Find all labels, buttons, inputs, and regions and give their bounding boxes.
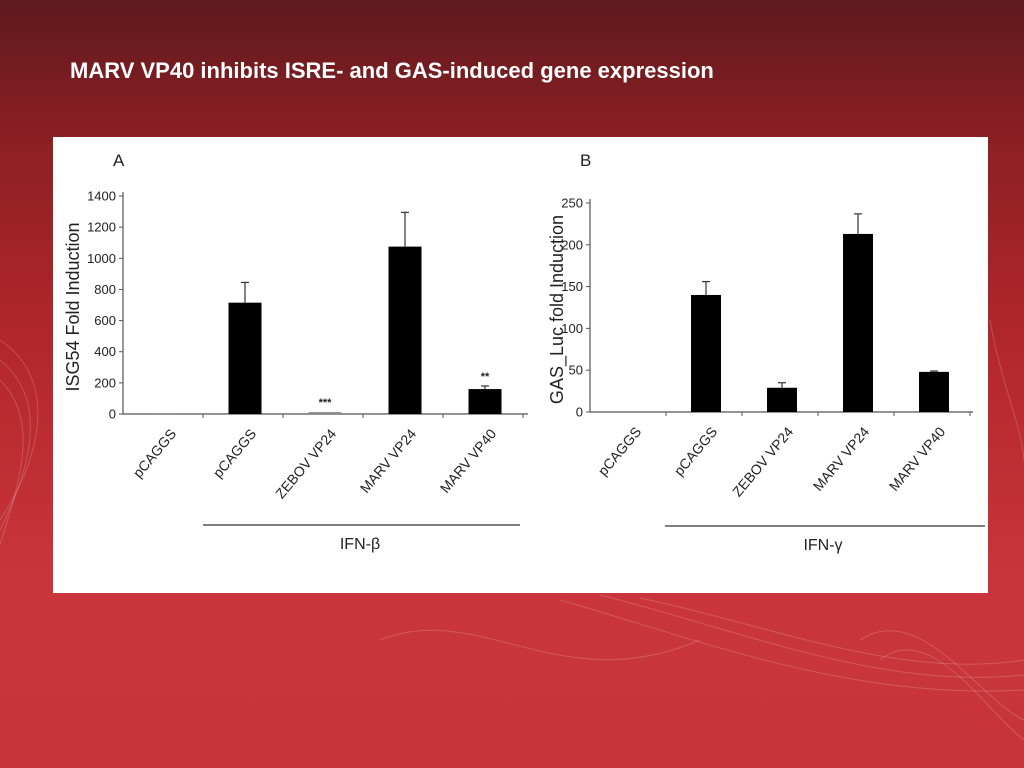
y-tick-label: 600 xyxy=(94,313,116,328)
y-tick-label: 800 xyxy=(94,282,116,297)
slide-title: MARV VP40 inhibits ISRE- and GAS-induced… xyxy=(70,58,714,83)
category-label: ZEBOV VP24 xyxy=(729,423,796,499)
bar xyxy=(691,294,721,412)
y-tick-label: 50 xyxy=(569,363,583,378)
y-tick-label: 0 xyxy=(576,405,583,420)
y-tick-label: 0 xyxy=(109,407,116,422)
y-tick-label: 200 xyxy=(561,237,583,252)
y-tick-label: 400 xyxy=(94,344,116,359)
y-tick-label: 1200 xyxy=(87,220,116,235)
category-label: MARV VP24 xyxy=(810,423,873,493)
figure-panel: A 0 200 400 600 800 1000 1200 1400 ISG54 Fold Ind… xyxy=(53,137,988,593)
bar xyxy=(468,389,502,414)
category-label: MARV VP24 xyxy=(357,425,420,495)
bar xyxy=(228,302,262,414)
significance-marker: ** xyxy=(481,371,490,383)
y-tick-label: 200 xyxy=(94,375,116,390)
y-tick-label: 150 xyxy=(561,279,583,294)
significance-marker: *** xyxy=(319,397,333,409)
panel-label: A xyxy=(113,151,125,170)
bar xyxy=(767,387,797,412)
category-label: pCAGGS xyxy=(595,424,645,479)
y-tick-label: 100 xyxy=(561,321,583,336)
y-tick-label: 1400 xyxy=(87,189,116,204)
bar xyxy=(388,246,422,414)
category-label: pCAGGS xyxy=(671,424,721,479)
category-label: pCAGGS xyxy=(210,426,260,481)
y-tick-label: 1000 xyxy=(87,251,116,266)
group-label: IFN-β xyxy=(340,536,380,553)
bar xyxy=(308,412,342,414)
category-label: pCAGGS xyxy=(130,426,180,481)
category-label: MARV VP40 xyxy=(886,423,949,493)
category-label: ZEBOV VP24 xyxy=(272,425,339,501)
y-axis-title: GAS_Luc fold Induction xyxy=(547,215,568,404)
category-label: MARV VP40 xyxy=(437,425,500,495)
bar xyxy=(148,413,182,414)
bar xyxy=(615,411,645,412)
y-axis-title: ISG54 Fold Induction xyxy=(63,222,83,391)
y-tick-label: 250 xyxy=(561,196,583,211)
panel-label: B xyxy=(580,151,591,170)
bar xyxy=(843,233,873,412)
bar xyxy=(919,371,949,412)
group-label: IFN-γ xyxy=(803,537,842,554)
